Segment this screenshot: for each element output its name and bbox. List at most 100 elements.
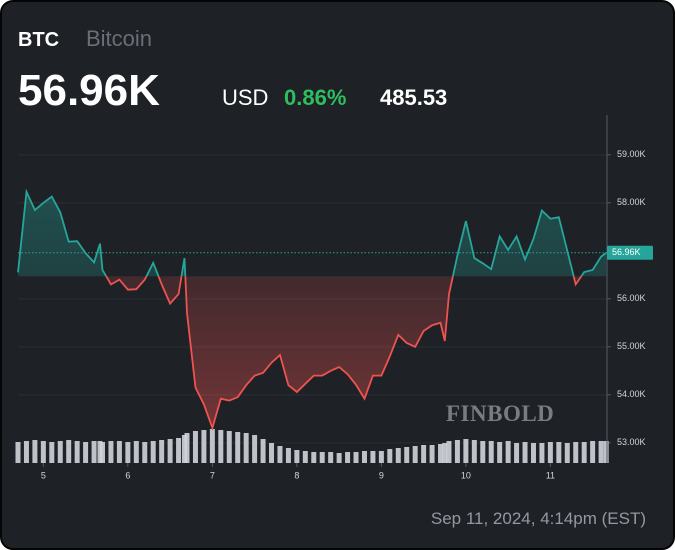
volume-bar xyxy=(192,431,198,463)
volume-bar xyxy=(116,441,122,463)
volume-bar xyxy=(277,446,283,463)
volume-bar xyxy=(387,449,393,463)
volume-bar xyxy=(125,442,131,463)
y-tick-label: 53.00K xyxy=(617,437,646,447)
volume-bar xyxy=(294,450,300,463)
y-tick-label: 54.00K xyxy=(617,389,646,399)
symbol: BTC xyxy=(18,29,59,51)
volume-bar xyxy=(66,440,72,463)
volume-bar xyxy=(598,441,604,463)
watermark: FINBOLD xyxy=(446,401,554,426)
x-tick-label: 11 xyxy=(546,470,555,480)
volume-bar xyxy=(590,441,596,463)
volume-bar xyxy=(573,442,579,463)
x-tick-label: 5 xyxy=(41,470,46,480)
volume-bar xyxy=(285,448,291,463)
asset-name: Bitcoin xyxy=(86,26,152,51)
volume-bar xyxy=(235,432,241,463)
volume-bar xyxy=(345,452,351,463)
volume-bar xyxy=(15,442,21,463)
volume-bar xyxy=(209,429,215,463)
volume-bar xyxy=(446,441,452,463)
volume-bar xyxy=(370,451,376,463)
y-tick-label: 56.00K xyxy=(617,293,646,303)
volume-bar xyxy=(522,442,528,463)
volume-bar xyxy=(97,441,103,463)
volume-bar xyxy=(463,439,469,463)
volume-bar xyxy=(184,433,190,463)
last-price-label: 56.96K xyxy=(612,247,641,257)
volume-bar xyxy=(201,430,207,463)
volume-bar xyxy=(150,441,156,463)
volume-bar xyxy=(581,442,587,463)
volume-bar xyxy=(108,441,114,463)
volume-bar xyxy=(603,441,609,463)
volume-bar xyxy=(454,440,460,463)
volume-bar xyxy=(497,442,503,463)
price-line-down xyxy=(105,276,583,431)
volume-bar xyxy=(438,444,444,463)
volume-bar xyxy=(40,441,46,463)
volume-bar xyxy=(311,452,317,463)
volume-bar xyxy=(556,442,562,463)
volume-bar xyxy=(252,435,258,463)
y-tick-label: 55.00K xyxy=(617,341,646,351)
y-tick-label: 59.00K xyxy=(617,149,646,159)
x-tick-label: 10 xyxy=(461,470,471,480)
volume-bar xyxy=(83,442,89,463)
volume-bar xyxy=(32,440,38,463)
volume-bar xyxy=(471,440,477,463)
volume-bar xyxy=(539,443,545,463)
x-tick-label: 6 xyxy=(125,470,130,480)
currency: USD xyxy=(222,85,268,110)
area-down xyxy=(18,276,607,428)
x-tick-label: 9 xyxy=(379,470,384,480)
volume-bar xyxy=(530,443,536,463)
volume-bar xyxy=(547,442,553,463)
volume-bar xyxy=(218,430,224,463)
volume-bar xyxy=(505,441,511,463)
volume-bar xyxy=(91,441,97,463)
volume-bar xyxy=(176,438,182,463)
change-percent: 0.86% xyxy=(284,85,346,110)
volume-bar xyxy=(302,451,308,463)
price: 56.96K xyxy=(18,66,160,115)
volume-bar xyxy=(378,451,384,463)
plot: 53.00K 54.00K 55.00K 56.00K 58.00K 59.00K 5 6 7 8… xyxy=(15,115,653,480)
volume-bar xyxy=(142,442,148,463)
volume-bar xyxy=(404,447,410,463)
volume-bar xyxy=(167,439,173,463)
volume-bar xyxy=(442,443,448,463)
volume-bar xyxy=(514,443,520,463)
volume-bar xyxy=(319,452,325,463)
timestamp: Sep 11, 2024, 4:14pm (EST) xyxy=(431,509,646,528)
x-tick-label: 7 xyxy=(210,470,215,480)
volume-bar xyxy=(412,446,418,463)
volume-bar xyxy=(159,440,165,463)
volume-bar xyxy=(260,439,266,463)
change: 485.53 xyxy=(380,85,447,110)
volume-bar xyxy=(328,452,334,463)
x-tick-label: 8 xyxy=(294,470,299,480)
volume-bar xyxy=(421,445,427,463)
volume-bar xyxy=(57,441,63,463)
area-up xyxy=(18,191,607,277)
volume-bar xyxy=(395,448,401,463)
last-price-box xyxy=(607,245,653,260)
y-tick-label: 58.00K xyxy=(617,197,646,207)
volume-bar xyxy=(181,435,187,463)
volume-bar xyxy=(74,441,80,463)
volume-bar xyxy=(336,453,342,463)
volume-bar xyxy=(429,445,435,463)
volume-bar xyxy=(269,443,275,463)
volume-bar xyxy=(100,442,106,463)
volume-bar xyxy=(49,442,55,463)
volume-bar xyxy=(564,443,570,463)
volume-bar xyxy=(488,441,494,463)
volume-bar xyxy=(361,451,367,463)
volume-bar xyxy=(226,431,232,463)
volume-bar xyxy=(243,433,249,463)
volume-bar xyxy=(23,441,29,463)
